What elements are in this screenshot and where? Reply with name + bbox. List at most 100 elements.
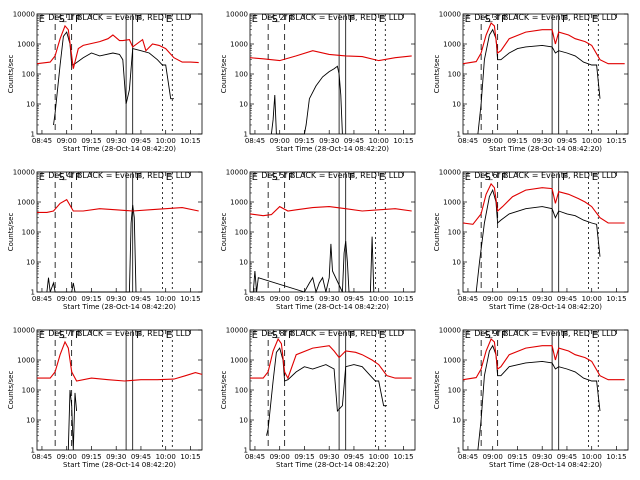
x-axis-label: Start Time (28-Oct-14 08:42:20): [276, 303, 389, 311]
y-tick-label: 1: [244, 447, 248, 455]
x-tick-label: 09:15: [507, 137, 527, 145]
x-tick-label: 09:15: [81, 137, 101, 145]
x-axis-label: Start Time (28-Oct-14 08:42:20): [489, 145, 602, 153]
x-tick-label: 10:00: [582, 137, 602, 145]
x-tick-label: 10:15: [606, 295, 626, 303]
x-tick-label: 09:30: [532, 137, 552, 145]
y-tick-label: 10000: [13, 169, 35, 177]
x-tick-label: 10:00: [582, 453, 602, 461]
marker-label-flare: F: [562, 172, 568, 183]
series-lld: [249, 50, 412, 62]
marker-label-solid: S: [58, 330, 64, 341]
y-tick-label: 1: [457, 131, 461, 139]
x-tick-label: 09:15: [507, 295, 527, 303]
marker-label-flare: F: [288, 330, 294, 341]
marker-label-flare: F: [501, 14, 507, 25]
marker-label-end: E: [465, 172, 471, 183]
marker-label-end: E: [465, 14, 471, 25]
y-tick-label: 10000: [439, 11, 461, 19]
y-tick-label: 1: [244, 289, 248, 297]
y-tick-label: 1000: [230, 199, 248, 207]
y-tick-label: 100: [235, 71, 248, 79]
plot-frame: [249, 13, 416, 135]
x-tick-label: 09:00: [270, 295, 290, 303]
x-tick-label: 10:00: [369, 295, 389, 303]
x-tick-label: 10:15: [180, 453, 200, 461]
panel-title: Det_6f BLACK = Events, RED = LLD: [474, 171, 617, 180]
panel-title: Det_2f BLACK = Events, RED = LLD: [261, 13, 404, 22]
x-tick-label: 08:45: [458, 453, 478, 461]
panel-title: Det_3f BLACK = Events, RED = LLD: [474, 13, 617, 22]
x-tick-label: 10:15: [180, 137, 200, 145]
x-tick-label: 09:30: [532, 453, 552, 461]
x-tick-label: 09:45: [344, 453, 364, 461]
marker-label-solid: S: [484, 14, 490, 25]
y-tick-label: 1000: [443, 357, 461, 365]
series-events: [266, 347, 387, 436]
panel-title: Det_9f BLACK = Events, RED = LLD: [474, 329, 617, 338]
x-axis-label: Start Time (28-Oct-14 08:42:20): [63, 303, 176, 311]
marker-label-solid: S: [484, 172, 490, 183]
plot-frame: [36, 13, 203, 135]
y-tick-label: 1000: [230, 41, 248, 49]
y-axis-label: Counts/sec: [433, 213, 441, 252]
x-tick-label: 09:45: [557, 137, 577, 145]
marker-label-flare: F: [562, 14, 568, 25]
y-tick-label: 100: [235, 229, 248, 237]
marker-label-solid: S: [271, 14, 277, 25]
x-tick-label: 09:30: [106, 137, 126, 145]
marker-label-flare: F: [75, 330, 81, 341]
x-tick-label: 09:45: [557, 453, 577, 461]
y-tick-label: 100: [448, 387, 461, 395]
panel-det9: 1 10 100 1000 10000 08:45 09:00 09:15 09:30 09:45…: [433, 327, 629, 469]
y-axis-label: Counts/sec: [7, 55, 15, 94]
y-axis-label: Counts/sec: [7, 371, 15, 410]
panel-det4: 1 10 100 1000 10000 08:45 09:00 09:15 09:30 09:45…: [7, 169, 203, 311]
y-tick-label: 10000: [226, 169, 248, 177]
x-axis-label: Start Time (28-Oct-14 08:42:20): [63, 461, 176, 469]
x-axis-label: Start Time (28-Oct-14 08:42:20): [276, 461, 389, 469]
series-lld: [250, 337, 412, 380]
marker-label-flare: F: [75, 14, 81, 25]
x-tick-label: 09:15: [507, 453, 527, 461]
y-tick-label: 10000: [439, 169, 461, 177]
x-tick-label: 09:45: [557, 295, 577, 303]
marker-label-end: E: [379, 14, 385, 25]
x-tick-label: 09:15: [294, 137, 314, 145]
x-tick-label: 10:15: [180, 295, 200, 303]
marker-label-end: E: [252, 172, 258, 183]
marker-label-solid: S: [58, 172, 64, 183]
x-tick-label: 09:15: [81, 453, 101, 461]
x-tick-label: 08:45: [245, 137, 265, 145]
marker-label-flare: F: [288, 14, 294, 25]
marker-label-end: E: [39, 172, 45, 183]
y-tick-label: 10000: [226, 327, 248, 335]
y-tick-label: 1000: [17, 41, 35, 49]
plot-frame: [249, 171, 416, 293]
marker-label-flare: F: [349, 172, 355, 183]
series-events: [67, 389, 78, 451]
x-tick-label: 08:45: [458, 137, 478, 145]
y-tick-label: 1000: [443, 41, 461, 49]
y-tick-label: 10000: [13, 11, 35, 19]
y-tick-label: 1: [31, 289, 35, 297]
x-tick-label: 09:00: [270, 137, 290, 145]
y-tick-label: 1: [31, 131, 35, 139]
series-events: [477, 344, 601, 451]
panel-title: Det_8f BLACK = Events, RED = LLD: [261, 329, 404, 338]
y-tick-label: 10000: [439, 327, 461, 335]
x-tick-label: 09:15: [294, 453, 314, 461]
marker-label-flare: F: [562, 330, 568, 341]
y-tick-label: 10: [26, 417, 35, 425]
panel-det5: 1 10 100 1000 10000 08:45 09:00 09:15 09:30 09:45…: [220, 169, 416, 311]
x-axis-label: Start Time (28-Oct-14 08:42:20): [63, 145, 176, 153]
x-axis-label: Start Time (28-Oct-14 08:42:20): [489, 461, 602, 469]
marker-label-flare: F: [501, 172, 507, 183]
x-tick-label: 08:45: [245, 295, 265, 303]
x-tick-label: 10:15: [393, 295, 413, 303]
y-axis-label: Counts/sec: [220, 371, 228, 410]
y-axis-label: Counts/sec: [220, 55, 228, 94]
y-tick-label: 10: [26, 101, 35, 109]
marker-label-end: E: [379, 330, 385, 341]
